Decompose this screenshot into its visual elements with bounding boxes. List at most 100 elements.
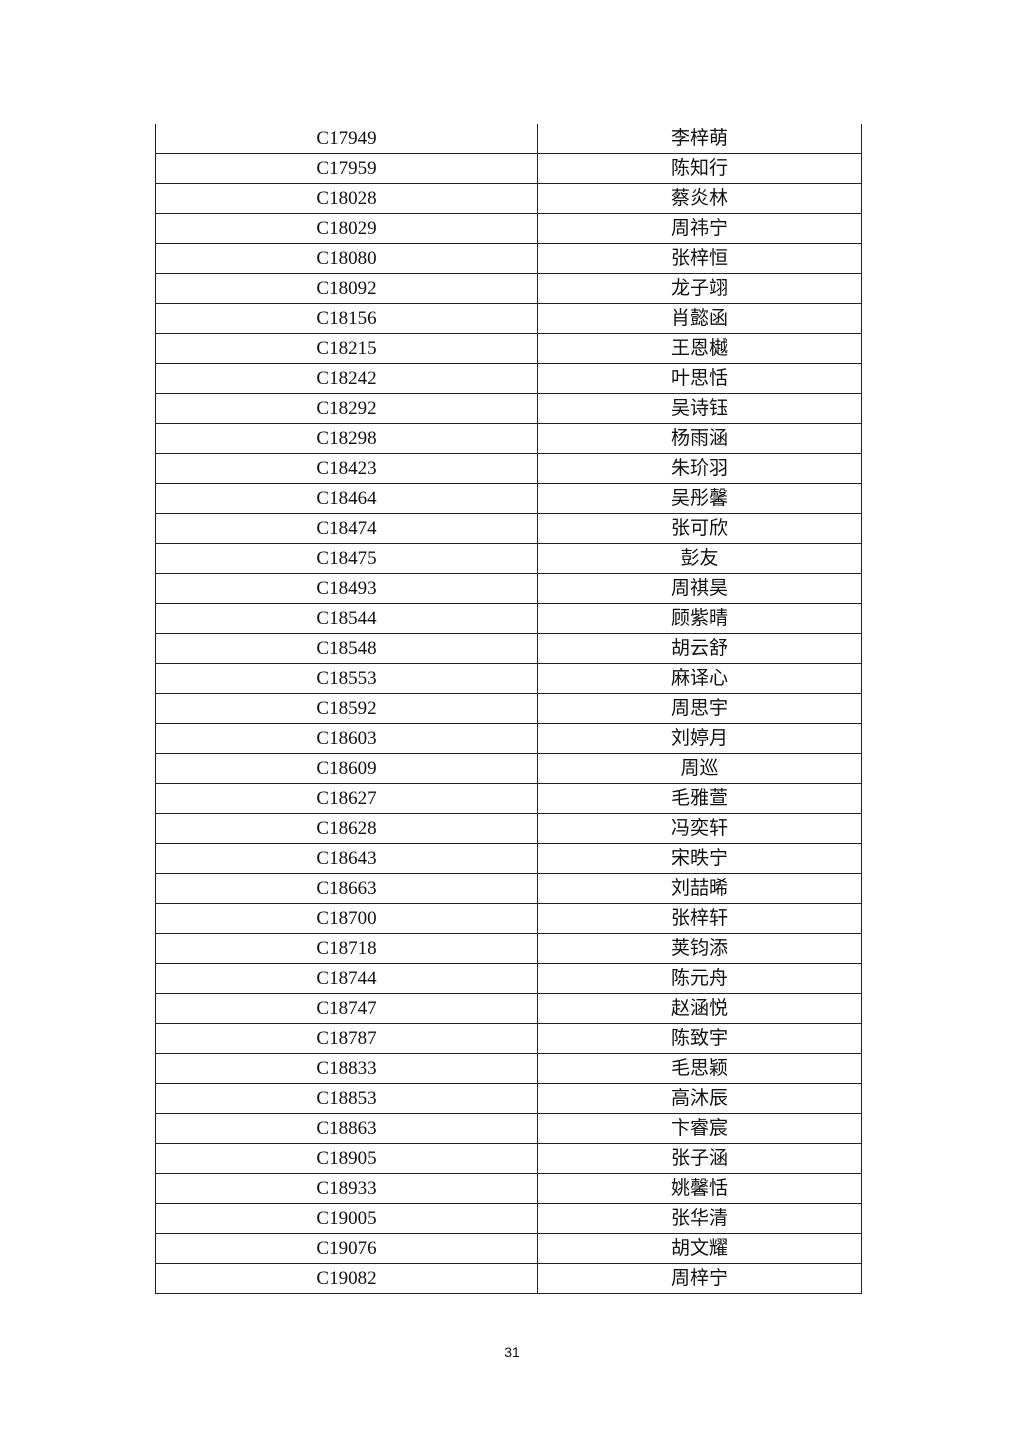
id-cell: C19076 (155, 1233, 538, 1264)
name-cell: 张梓恒 (537, 243, 862, 274)
id-cell: C17959 (155, 153, 538, 184)
id-cell: C18627 (155, 783, 538, 814)
id-cell: C18475 (155, 543, 538, 574)
name-cell: 周梓宁 (537, 1263, 862, 1294)
name-cell: 陈知行 (537, 153, 862, 184)
table-row: C19005 张华清 (155, 1203, 862, 1234)
id-cell: C18156 (155, 303, 538, 334)
table-row: C18628 冯奕轩 (155, 813, 862, 844)
name-cell: 陈致宇 (537, 1023, 862, 1054)
table-row: C18092 龙子翊 (155, 273, 862, 304)
id-cell: C18548 (155, 633, 538, 664)
id-cell: C17949 (155, 124, 538, 154)
id-cell: C18493 (155, 573, 538, 604)
id-cell: C18853 (155, 1083, 538, 1114)
name-cell: 刘婷月 (537, 723, 862, 754)
name-cell: 陈元舟 (537, 963, 862, 994)
id-cell: C18744 (155, 963, 538, 994)
table-row: C18464 吴彤馨 (155, 483, 862, 514)
table-row: C17959 陈知行 (155, 153, 862, 184)
table-row: C18215 王恩樾 (155, 333, 862, 364)
table-row: C18548 胡云舒 (155, 633, 862, 664)
id-cell: C18700 (155, 903, 538, 934)
table-row: C18933 姚馨恬 (155, 1173, 862, 1204)
table-row: C18592 周思宇 (155, 693, 862, 724)
id-cell: C18292 (155, 393, 538, 424)
table-row: C19082 周梓宁 (155, 1263, 862, 1294)
name-cell: 张华清 (537, 1203, 862, 1234)
name-cell: 肖懿函 (537, 303, 862, 334)
id-cell: C18933 (155, 1173, 538, 1204)
table-row: C18029 周祎宁 (155, 213, 862, 244)
table-row: C18627 毛雅萱 (155, 783, 862, 814)
id-cell: C18215 (155, 333, 538, 364)
id-cell: C18029 (155, 213, 538, 244)
name-cell: 张子涵 (537, 1143, 862, 1174)
name-cell: 吴彤馨 (537, 483, 862, 514)
name-cell: 胡云舒 (537, 633, 862, 664)
table-row: C18833 毛思颖 (155, 1053, 862, 1084)
table-row: C18643 宋昳宁 (155, 843, 862, 874)
name-cell: 杨雨涵 (537, 423, 862, 454)
id-cell: C18092 (155, 273, 538, 304)
table-row: C19076 胡文耀 (155, 1233, 862, 1264)
name-cell: 龙子翊 (537, 273, 862, 304)
id-cell: C18028 (155, 183, 538, 214)
table-row: C18863 卞睿宸 (155, 1113, 862, 1144)
id-cell: C18905 (155, 1143, 538, 1174)
name-cell: 蔡炎林 (537, 183, 862, 214)
table-row: C18718 荚钧添 (155, 933, 862, 964)
name-cell: 周思宇 (537, 693, 862, 724)
name-cell: 张可欣 (537, 513, 862, 544)
table-row: C18423 朱玠羽 (155, 453, 862, 484)
name-cell: 荚钧添 (537, 933, 862, 964)
student-list-table: C17949 李梓萌 C17959 陈知行 C18028 蔡炎林 C18029 周祎宁 C180… (155, 124, 862, 1294)
table-row: C18553 麻译心 (155, 663, 862, 694)
table-row: C18609 周巡 (155, 753, 862, 784)
id-cell: C18747 (155, 993, 538, 1024)
id-cell: C18863 (155, 1113, 538, 1144)
name-cell: 高沐辰 (537, 1083, 862, 1114)
id-cell: C19005 (155, 1203, 538, 1234)
table-row: C18028 蔡炎林 (155, 183, 862, 214)
id-cell: C18787 (155, 1023, 538, 1054)
table-row: C17949 李梓萌 (155, 124, 862, 154)
name-cell: 张梓轩 (537, 903, 862, 934)
table-row: C18544 顾紫晴 (155, 603, 862, 634)
name-cell: 彭友 (537, 543, 862, 574)
id-cell: C18833 (155, 1053, 538, 1084)
table-row: C18905 张子涵 (155, 1143, 862, 1174)
id-cell: C18423 (155, 453, 538, 484)
name-cell: 毛雅萱 (537, 783, 862, 814)
id-cell: C18242 (155, 363, 538, 394)
name-cell: 周祎宁 (537, 213, 862, 244)
table-row: C18663 刘喆晞 (155, 873, 862, 904)
id-cell: C18298 (155, 423, 538, 454)
table-row: C18787 陈致宇 (155, 1023, 862, 1054)
id-cell: C18643 (155, 843, 538, 874)
table-row: C18853 高沐辰 (155, 1083, 862, 1114)
name-cell: 朱玠羽 (537, 453, 862, 484)
name-cell: 毛思颖 (537, 1053, 862, 1084)
id-cell: C18603 (155, 723, 538, 754)
name-cell: 周祺昊 (537, 573, 862, 604)
id-cell: C18609 (155, 753, 538, 784)
name-cell: 周巡 (537, 753, 862, 784)
table-row: C18156 肖懿函 (155, 303, 862, 334)
id-cell: C18628 (155, 813, 538, 844)
name-cell: 麻译心 (537, 663, 862, 694)
table-row: C18744 陈元舟 (155, 963, 862, 994)
table-row: C18747 赵涵悦 (155, 993, 862, 1024)
table-row: C18700 张梓轩 (155, 903, 862, 934)
page-number: 31 (504, 1344, 520, 1360)
id-cell: C18663 (155, 873, 538, 904)
table-row: C18292 吴诗钰 (155, 393, 862, 424)
id-cell: C18553 (155, 663, 538, 694)
id-cell: C18474 (155, 513, 538, 544)
table-row: C18603 刘婷月 (155, 723, 862, 754)
id-cell: C18592 (155, 693, 538, 724)
table-row: C18298 杨雨涵 (155, 423, 862, 454)
table-row: C18080 张梓恒 (155, 243, 862, 274)
name-cell: 冯奕轩 (537, 813, 862, 844)
name-cell: 宋昳宁 (537, 843, 862, 874)
